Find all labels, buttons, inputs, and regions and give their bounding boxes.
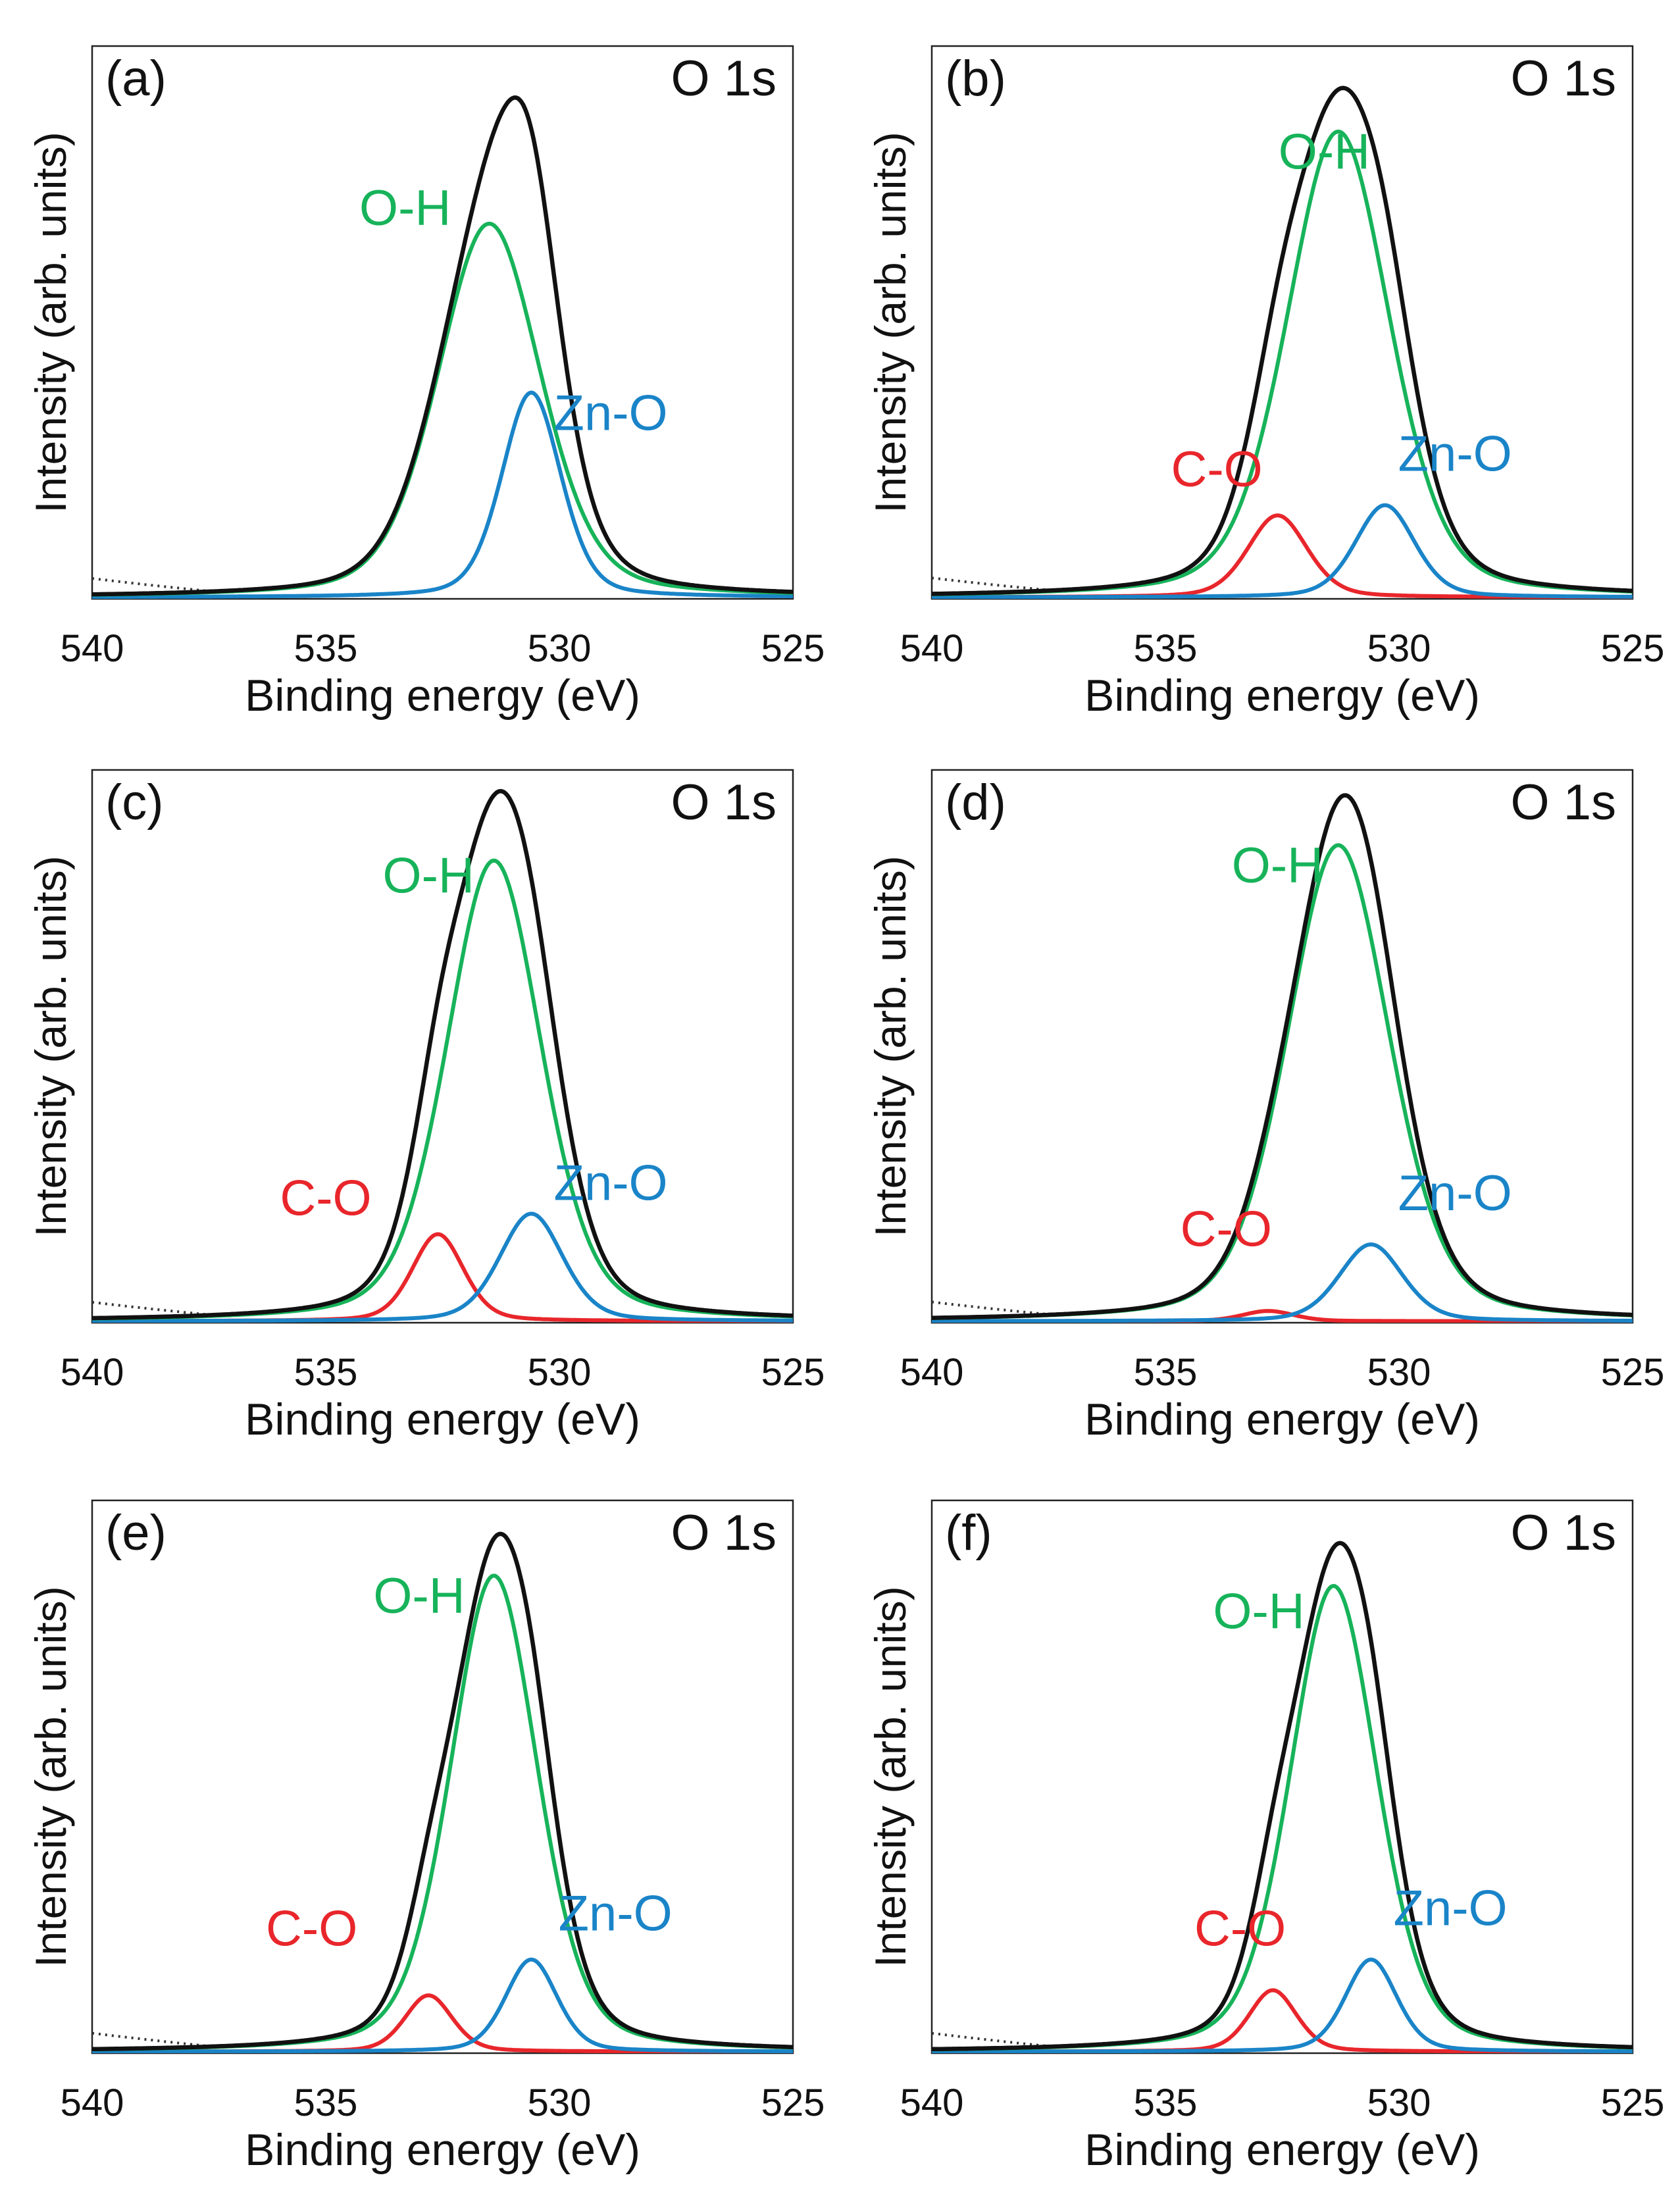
oh-component-curve <box>92 1573 793 2052</box>
oh-component-curve <box>92 221 793 597</box>
panel-a: 540 535 530 525 Binding energy (eV) Intensity… <box>26 45 825 721</box>
x-tick-label: 530 <box>1367 627 1431 670</box>
oh-label: O-H <box>373 1568 465 1624</box>
x-tick-label: 540 <box>61 627 124 670</box>
zno-label: Zn-O <box>1394 1881 1508 1937</box>
y-axis-label: Intensity (arb. units) <box>26 132 75 513</box>
co-label: C-O <box>1181 1201 1272 1257</box>
co-label: C-O <box>1194 1901 1286 1957</box>
x-axis-label: Binding energy (eV) <box>245 2125 640 2175</box>
panel-letter: (d) <box>945 775 1006 830</box>
x-axis-label: Binding energy (eV) <box>245 1394 640 1444</box>
x-tick-label: 525 <box>1601 1351 1665 1394</box>
zno-label: Zn-O <box>554 1155 668 1211</box>
x-tick-label: 535 <box>294 1351 358 1394</box>
co-label: C-O <box>266 1901 357 1957</box>
zno-component-curve <box>932 1242 1633 1323</box>
x-tick-label: 540 <box>900 1351 964 1394</box>
zno-component-curve <box>92 1212 793 1323</box>
panel-letter: (b) <box>945 51 1006 107</box>
zno-label: Zn-O <box>1398 426 1512 482</box>
x-axis-label: Binding energy (eV) <box>1084 2125 1480 2175</box>
oh-label: O-H <box>1213 1583 1304 1639</box>
core-level-title: O 1s <box>1511 51 1617 107</box>
plot-frame <box>91 1499 794 2054</box>
x-tick-label: 535 <box>294 2081 358 2124</box>
panel-c: 540 535 530 525 Binding energy (eV) Intensity… <box>26 769 825 1444</box>
y-axis-label: Intensity (arb. units) <box>26 855 75 1237</box>
panel-letter: (a) <box>105 51 166 107</box>
oh-component-curve <box>932 1583 1633 2052</box>
x-axis-label: Binding energy (eV) <box>1084 1394 1480 1444</box>
x-tick-label: 530 <box>528 1351 592 1394</box>
core-level-title: O 1s <box>1511 1505 1617 1561</box>
x-axis-label: Binding energy (eV) <box>245 671 640 721</box>
envelope-curve <box>932 86 1633 596</box>
zno-component-curve <box>932 1957 1633 2053</box>
zno-component-curve <box>92 390 793 599</box>
x-tick-label: 525 <box>1601 2081 1665 2124</box>
oh-label: O-H <box>1279 124 1370 180</box>
x-tick-label: 525 <box>761 1351 825 1394</box>
co-label: C-O <box>280 1171 371 1227</box>
oh-component-curve <box>932 129 1633 596</box>
x-tick-label: 535 <box>1134 1351 1198 1394</box>
y-axis-label: Intensity (arb. units) <box>26 1586 75 1968</box>
oh-label: O-H <box>1232 838 1323 894</box>
envelope-curve <box>92 1531 793 2052</box>
panel-letter: (c) <box>105 775 164 830</box>
x-tick-label: 540 <box>900 627 964 670</box>
co-label: C-O <box>1171 442 1262 497</box>
x-tick-label: 525 <box>1601 627 1665 670</box>
x-tick-label: 535 <box>1134 627 1198 670</box>
oh-label: O-H <box>383 848 474 904</box>
panel-f: 540 535 530 525 Binding energy (eV) Intensity… <box>866 1499 1665 2175</box>
x-tick-label: 535 <box>294 627 358 670</box>
zno-label: Zn-O <box>559 1885 673 1941</box>
x-axis-label: Binding energy (eV) <box>1084 671 1480 721</box>
x-tick-label: 530 <box>528 627 592 670</box>
panel-letter: (f) <box>945 1505 992 1561</box>
plot-frame <box>930 45 1634 600</box>
panel-b: 540 535 530 525 Binding energy (eV) Intensity… <box>866 45 1665 721</box>
core-level-title: O 1s <box>671 1505 777 1561</box>
x-tick-label: 540 <box>900 2081 964 2124</box>
zno-label: Zn-O <box>1398 1165 1512 1221</box>
x-tick-label: 540 <box>61 2081 124 2124</box>
y-axis-label: Intensity (arb. units) <box>866 132 915 513</box>
panel-e: 540 535 530 525 Binding energy (eV) Intensity… <box>26 1499 825 2175</box>
envelope-curve <box>932 793 1633 1320</box>
core-level-title: O 1s <box>671 775 777 830</box>
x-tick-label: 530 <box>528 2081 592 2124</box>
x-tick-label: 535 <box>1134 2081 1198 2124</box>
plot-frame <box>91 45 794 600</box>
x-tick-label: 530 <box>1367 2081 1431 2124</box>
envelope-curve <box>92 95 793 597</box>
zno-label: Zn-O <box>554 385 668 441</box>
core-level-title: O 1s <box>1511 775 1617 830</box>
envelope-curve <box>92 788 793 1321</box>
envelope-curve <box>932 1541 1633 2052</box>
panel-d: 540 535 530 525 Binding energy (eV) Intensity… <box>866 769 1665 1444</box>
y-axis-label: Intensity (arb. units) <box>866 1586 915 1968</box>
zno-component-curve <box>932 503 1633 599</box>
x-tick-label: 530 <box>1367 1351 1431 1394</box>
plot-frame <box>91 769 794 1324</box>
x-tick-label: 525 <box>761 627 825 670</box>
core-level-title: O 1s <box>671 51 777 107</box>
zno-component-curve <box>92 1957 793 2053</box>
plot-frame <box>930 1499 1634 2054</box>
plot-frame <box>930 769 1634 1324</box>
panel-letter: (e) <box>105 1505 166 1561</box>
oh-component-curve <box>92 858 793 1321</box>
oh-label: O-H <box>359 180 451 236</box>
y-axis-label: Intensity (arb. units) <box>866 855 915 1237</box>
oh-component-curve <box>932 843 1633 1320</box>
x-tick-label: 525 <box>761 2081 825 2124</box>
x-tick-label: 540 <box>61 1351 124 1394</box>
